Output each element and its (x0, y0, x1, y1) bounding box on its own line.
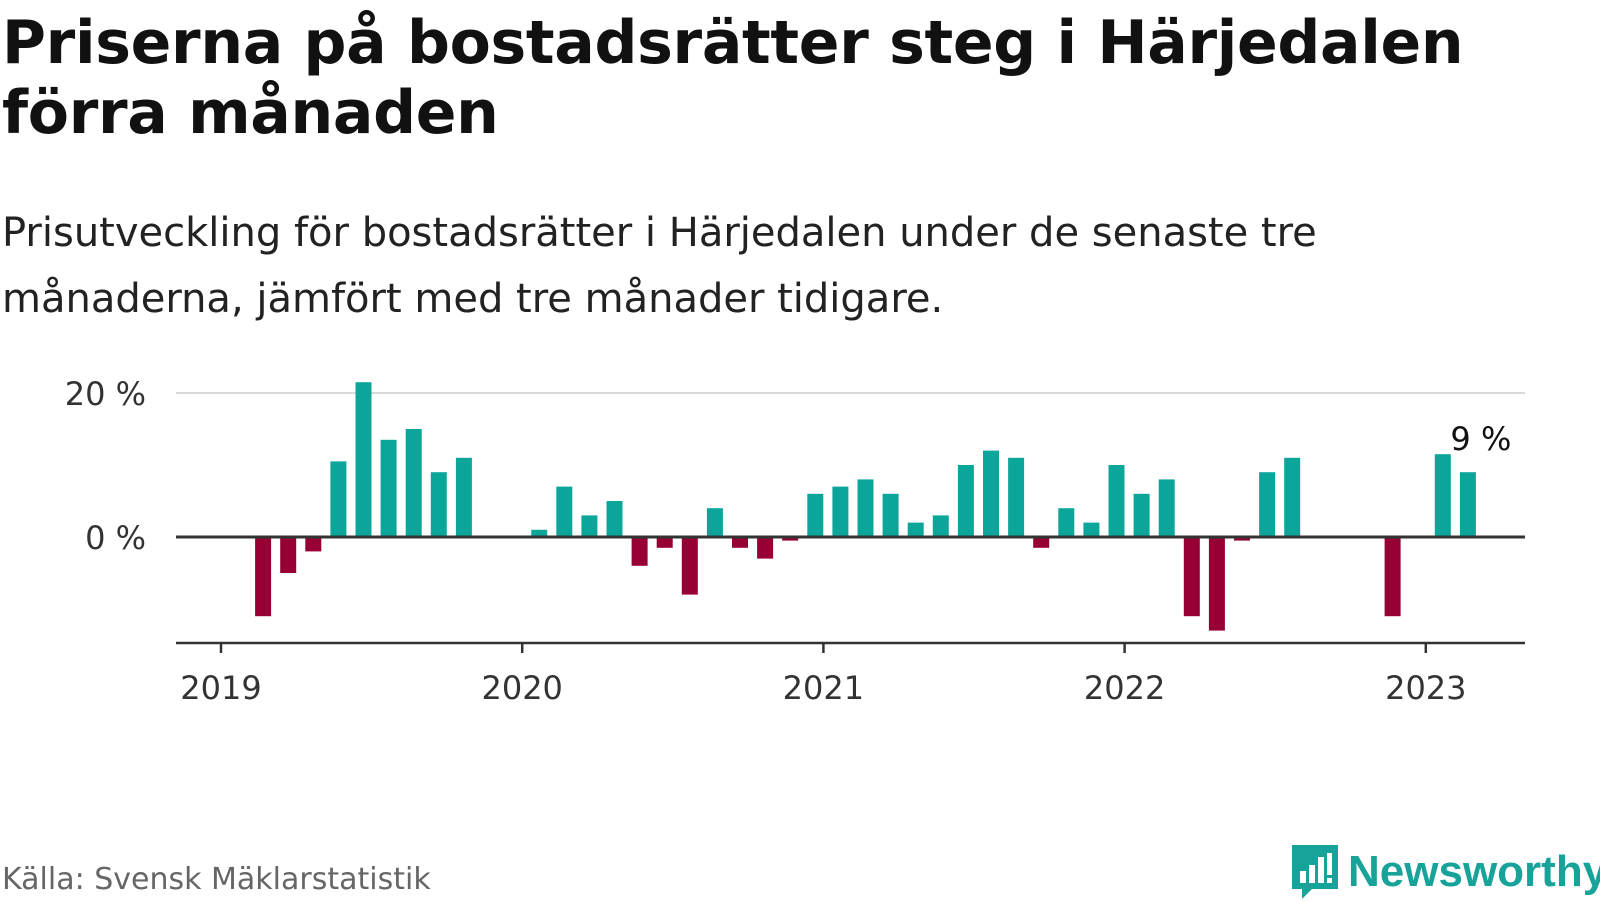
chart-subtitle: Prisutveckling för bostadsrätter i Härje… (2, 210, 1317, 322)
bar-2019-07 (380, 439, 397, 537)
bar-2019-06 (355, 382, 372, 537)
bar-2019-10 (455, 457, 472, 537)
x-tick-label: 2021 (783, 669, 864, 707)
x-tick-label: 2020 (481, 669, 562, 707)
x-tick-label: 2019 (180, 669, 261, 707)
bar-2019-08 (405, 429, 422, 537)
bar-2020-01 (531, 529, 548, 537)
bar-2021-07 (983, 450, 999, 537)
bar-2023-01 (1434, 454, 1451, 537)
bar-2019-03 (280, 537, 297, 573)
bar-2020-08 (706, 508, 723, 537)
bar-2021-05 (932, 515, 949, 537)
bar-2020-05 (631, 537, 648, 566)
newsworthy-logo-icon (1292, 845, 1338, 899)
bar-2020-07 (681, 537, 698, 595)
bar-2019-02 (255, 537, 272, 617)
brand-name: Newsworthy (1348, 847, 1600, 896)
chart-title: Priserna på bostadsrätter steg i Härjeda… (2, 8, 1464, 148)
bar-2022-05 (1234, 537, 1250, 541)
bar-chart: 0 % 20 % 2019 2020 2021 2022 2023 9 % (65, 375, 1525, 707)
bar-2023-02 (1459, 472, 1476, 537)
bar-2020-11 (782, 537, 799, 541)
newsworthy-logo: Newsworthy (1290, 842, 1600, 902)
last-value-label: 9 % (1450, 420, 1511, 458)
y-tick-label: 0 % (85, 519, 146, 557)
bar-2022-11 (1384, 537, 1401, 617)
bar-2022-03 (1183, 537, 1200, 617)
bar-2019-04 (305, 537, 322, 552)
bar-2020-04 (606, 501, 623, 537)
bar-2021-06 (957, 465, 974, 537)
bar-2022-02 (1158, 479, 1175, 537)
bar-2021-12 (1108, 465, 1125, 537)
source-note: Källa: Svensk Mäklarstatistik (2, 862, 431, 897)
bar-2021-10 (1058, 508, 1075, 537)
bar-2020-02 (556, 486, 573, 537)
bar-2021-02 (857, 479, 874, 537)
y-tick-label: 20 % (65, 375, 146, 413)
bar-2019-05 (330, 461, 347, 537)
bar-2021-08 (1008, 457, 1025, 537)
bar-2021-09 (1033, 537, 1050, 548)
bar-2022-06 (1259, 472, 1276, 537)
bar-2022-01 (1133, 493, 1150, 537)
bar-2021-03 (882, 493, 899, 537)
bar-2019-09 (430, 472, 447, 537)
x-tick-label: 2023 (1385, 669, 1466, 707)
bar-2020-10 (757, 537, 774, 559)
bar-2022-04 (1208, 537, 1225, 631)
x-tick-label: 2022 (1084, 669, 1165, 707)
bar-2020-06 (656, 537, 673, 548)
bar-2020-03 (581, 515, 598, 537)
bar-2021-04 (907, 522, 924, 537)
bar-2022-07 (1284, 457, 1301, 537)
bar-2021-01 (832, 486, 849, 537)
bar-2020-09 (732, 537, 748, 548)
bar-2020-12 (807, 493, 824, 537)
bar-2021-11 (1083, 522, 1100, 537)
